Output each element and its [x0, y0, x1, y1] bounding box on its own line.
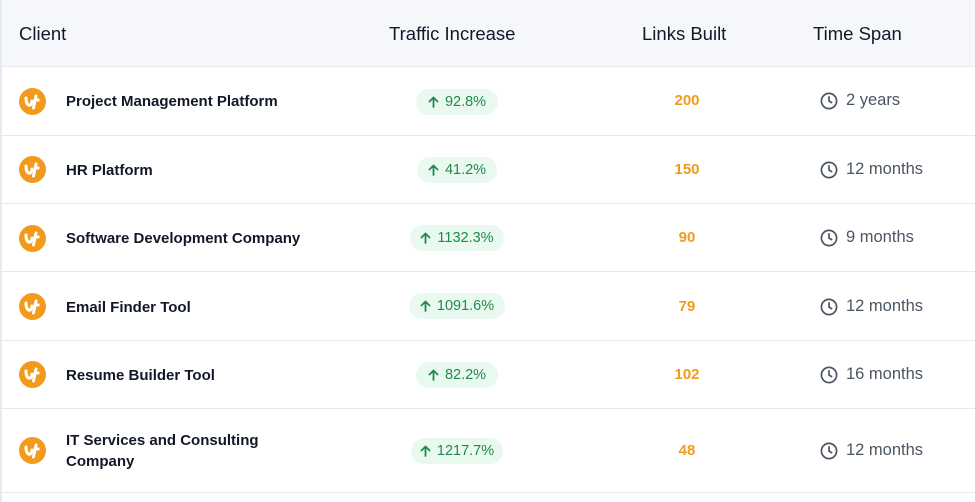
links-value: 90 — [678, 229, 696, 246]
client-name: Email Finder Tool — [66, 299, 191, 316]
client-logo-icon — [19, 293, 46, 320]
arrow-up-icon — [428, 164, 439, 176]
client-name: Software Development Company — [66, 230, 301, 247]
arrow-up-icon — [420, 300, 431, 312]
traffic-badge: 41.2% — [417, 157, 497, 183]
client-name: IT Services and Consulting Company — [66, 432, 259, 470]
clock-icon — [820, 229, 838, 246]
traffic-value: 1091.6% — [436, 298, 495, 314]
traffic-badge: 82.2% — [416, 362, 498, 388]
time-span: 12 months — [820, 441, 923, 460]
links-value: 150 — [674, 161, 700, 178]
client-name: HR Platform — [66, 162, 153, 179]
traffic-badge: 1091.6% — [409, 293, 505, 319]
links-value: 102 — [674, 366, 700, 383]
table-row: Resume Builder Tool 82.2% 102 16 months — [2, 341, 975, 409]
client-logo-icon — [19, 361, 46, 388]
client-logo-icon — [19, 88, 46, 115]
column-header-client: Client — [19, 22, 67, 44]
traffic-value: 82.2% — [444, 367, 487, 383]
traffic-value: 1217.7% — [436, 443, 495, 459]
table-row: Software Development Company 1132.3% 90 … — [2, 204, 975, 272]
time-value: 16 months — [846, 365, 924, 383]
time-span: 12 months — [820, 297, 923, 316]
time-value: 12 months — [846, 160, 924, 178]
time-span: 16 months — [820, 365, 923, 384]
arrow-up-icon — [421, 232, 431, 244]
table-row: IT Services and Consulting Company 1217.… — [2, 409, 975, 493]
column-header-traffic: Traffic Increase — [389, 22, 516, 44]
traffic-badge: 1217.7% — [411, 438, 503, 464]
clock-icon — [820, 366, 838, 383]
table-row: Project Management Platform 92.8% 200 2 … — [2, 67, 975, 136]
client-logo-icon — [19, 156, 46, 183]
table-header: Client Traffic Increase Links Built Time… — [2, 0, 975, 67]
table-row: Email Finder Tool 1091.6% 79 12 months — [2, 272, 975, 341]
client-logo-icon — [19, 437, 46, 464]
client-logo-icon — [19, 225, 46, 252]
time-value: 9 months — [846, 228, 914, 246]
client-name: Resume Builder Tool — [66, 367, 215, 384]
traffic-value: 92.8% — [444, 94, 487, 110]
clock-icon — [820, 442, 838, 459]
arrow-up-icon — [428, 369, 439, 381]
links-value: 79 — [678, 298, 696, 315]
traffic-badge: 1132.3% — [410, 225, 504, 251]
client-name: Project Management Platform — [66, 93, 278, 110]
arrow-up-icon — [420, 445, 431, 457]
time-span: 2 years — [820, 91, 900, 110]
time-value: 12 months — [846, 441, 924, 459]
arrow-up-icon — [428, 96, 439, 108]
clock-icon — [820, 92, 838, 109]
table-row: HR Platform 41.2% 150 12 months — [2, 136, 975, 204]
traffic-value: 41.2% — [444, 162, 487, 178]
traffic-badge: 92.8% — [416, 89, 498, 115]
column-header-links: Links Built — [642, 22, 727, 44]
time-value: 12 months — [846, 297, 924, 315]
links-value: 48 — [678, 442, 696, 459]
time-span: 12 months — [820, 160, 923, 179]
clock-icon — [820, 161, 838, 178]
time-span: 9 months — [820, 228, 914, 247]
column-header-time: Time Span — [813, 22, 902, 44]
time-value: 2 years — [846, 91, 901, 109]
links-value: 200 — [674, 92, 700, 109]
clock-icon — [820, 298, 838, 315]
traffic-value: 1132.3% — [437, 230, 494, 246]
